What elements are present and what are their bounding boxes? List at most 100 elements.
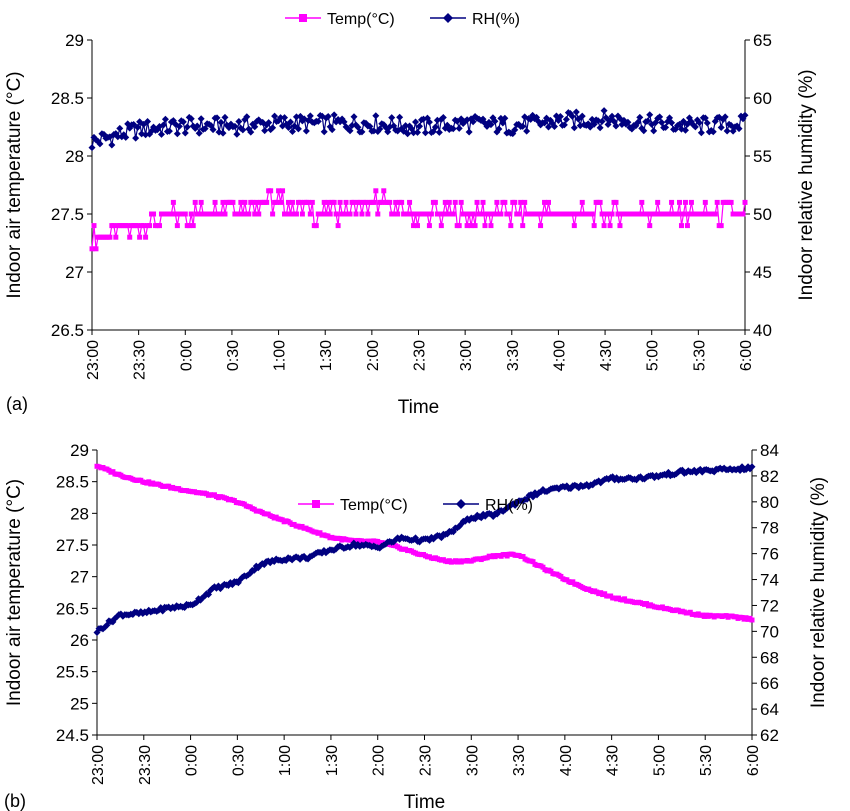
data-point-diamond (269, 124, 277, 132)
data-point-diamond (658, 118, 666, 126)
data-point-square (365, 211, 371, 217)
data-point-diamond (372, 112, 380, 120)
data-point-diamond (350, 113, 358, 121)
data-point-square (474, 199, 480, 205)
data-point-diamond (691, 123, 699, 131)
right-y-tick-label: 45 (753, 263, 772, 282)
data-point-square (111, 223, 117, 229)
data-point-diamond (572, 108, 580, 116)
data-point-square (637, 211, 643, 217)
data-point-square (375, 211, 381, 217)
data-point-square (137, 234, 143, 240)
data-point-diamond (612, 122, 620, 130)
data-point-square (438, 223, 444, 229)
legend-marker-square (299, 14, 307, 22)
data-point-square (246, 211, 252, 217)
data-point-square (242, 199, 248, 205)
data-point-diamond (721, 113, 729, 121)
chart-panel-a: 26.5 27 27.5 28 28.5 29 40 45 50 55 60 65 23:00 23:30… (4, 11, 817, 418)
left-y-tick-label: 24.5 (56, 726, 89, 745)
data-point-square (466, 211, 472, 217)
right-y-tick-label: 84 (760, 441, 779, 460)
right-y-tick-label: 68 (760, 648, 779, 667)
data-point-diamond (284, 124, 292, 132)
data-point-diamond (251, 123, 259, 131)
left-y-tick-label: 27.5 (51, 205, 84, 224)
right-y-tick-label: 72 (760, 596, 779, 615)
data-point-diamond (556, 112, 564, 120)
series-line (91, 190, 746, 249)
data-point-square (482, 223, 488, 229)
left-y-tick-label: 25.5 (56, 663, 89, 682)
data-point-diamond (122, 133, 130, 141)
right-y-axis-title: Indoor relative humidity (%) (808, 477, 829, 708)
data-point-square (492, 211, 498, 217)
data-point-square (601, 223, 607, 229)
data-point-diamond (439, 114, 447, 122)
data-point-square (677, 199, 683, 205)
data-point-diamond (491, 117, 499, 125)
legend-label: Temp(°C) (327, 11, 395, 28)
x-tick-label: 3:00 (458, 340, 475, 371)
left-y-tick-label: 26.5 (56, 599, 89, 618)
data-point-square (520, 554, 526, 560)
x-tick-label: 23:30 (132, 340, 149, 380)
panel-label: (a) (6, 394, 28, 414)
data-point-square (579, 199, 585, 205)
data-point-square (293, 211, 299, 217)
data-point-diamond (402, 122, 410, 130)
data-point-square (536, 211, 542, 217)
data-point-square (728, 199, 734, 205)
data-point-diamond (306, 112, 314, 120)
right-y-tick-label: 64 (760, 700, 779, 719)
legend-marker-diamond (456, 499, 466, 509)
data-point-square (274, 199, 280, 205)
data-point-square (236, 211, 242, 217)
data-point-square (276, 188, 282, 194)
data-point-diamond (404, 130, 412, 138)
right-y-axis-title: Indoor relative humidity (%) (796, 69, 817, 300)
data-point-diamond (159, 121, 167, 129)
data-point-diamond (689, 121, 697, 129)
x-tick-label: 0:00 (184, 745, 201, 776)
x-tick-label: 1:00 (272, 340, 289, 371)
data-point-square (530, 559, 536, 565)
data-point-diamond (231, 122, 239, 130)
data-point-diamond (108, 141, 116, 149)
data-point-diamond (187, 115, 195, 123)
data-point-diamond (562, 115, 570, 123)
left-y-tick-label: 27 (65, 263, 84, 282)
series-temperature (89, 188, 748, 252)
legend-label: RH(%) (485, 497, 533, 514)
data-point-diamond (695, 119, 703, 127)
x-tick-label: 2:30 (418, 745, 435, 776)
x-tick-label: 3:30 (505, 340, 522, 371)
data-point-diamond (116, 124, 124, 132)
left-y-tick-label: 26.5 (51, 321, 84, 340)
data-point-square (407, 199, 413, 205)
data-point-square (91, 223, 97, 229)
data-point-square (151, 211, 157, 217)
data-point-square (359, 211, 365, 217)
legend-label: Temp(°C) (340, 497, 408, 514)
left-y-tick-label: 28.5 (51, 89, 84, 108)
x-tick-label: 1:00 (277, 745, 294, 776)
data-point-square (188, 211, 194, 217)
data-point-diamond (596, 124, 604, 132)
data-point-square (520, 223, 526, 229)
data-point-diamond (161, 115, 169, 123)
data-point-diamond (197, 115, 205, 123)
left-y-tick-label: 28.5 (56, 473, 89, 492)
data-point-square (645, 211, 651, 217)
x-tick-label: 4:30 (605, 745, 622, 776)
data-point-square (458, 199, 464, 205)
data-point-square (415, 223, 421, 229)
data-point-square (321, 199, 327, 205)
legend: Temp(°C) RH(%) (298, 497, 533, 514)
data-point-square (325, 199, 331, 205)
data-point-diamond (153, 126, 161, 134)
x-tick-label: 5:00 (645, 340, 662, 371)
data-point-square (506, 211, 512, 217)
data-point-square (230, 199, 236, 205)
data-point-square (127, 234, 133, 240)
